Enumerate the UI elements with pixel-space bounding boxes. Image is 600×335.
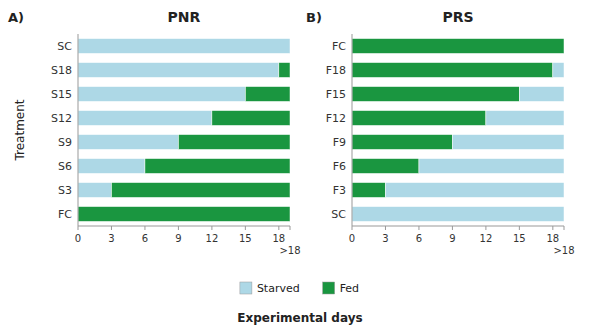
panel-label: A)	[8, 10, 24, 25]
x-tick	[111, 226, 112, 230]
bar	[352, 135, 452, 150]
bar	[352, 63, 553, 78]
x-tick	[144, 226, 145, 230]
bar	[78, 183, 111, 198]
bar	[352, 207, 564, 222]
category-label: FC	[58, 208, 72, 221]
legend: Starved Fed	[240, 282, 359, 295]
x-tick-label: 9	[175, 233, 181, 244]
bar	[78, 111, 212, 126]
x-tick-label: 9	[449, 233, 455, 244]
bar	[352, 111, 486, 126]
x-tick-label: 12	[206, 233, 219, 244]
bar	[78, 159, 145, 174]
y-axis-line	[78, 34, 79, 226]
x-axis-line	[78, 226, 290, 227]
x-tick	[452, 226, 453, 230]
bar	[111, 183, 290, 198]
bar	[385, 183, 564, 198]
x-tick-label: 6	[142, 233, 148, 244]
x-tick-label: 0	[349, 233, 355, 244]
x-tick-label: >18	[553, 245, 574, 256]
x-tick-label: >18	[279, 245, 300, 256]
x-tick-label: 18	[272, 233, 285, 244]
legend-swatch	[240, 282, 252, 294]
category-label: F15	[326, 88, 346, 101]
bar	[78, 135, 178, 150]
x-tick	[78, 226, 79, 230]
bar	[564, 39, 565, 54]
x-tick	[290, 226, 291, 230]
bar	[352, 87, 519, 102]
bar	[178, 135, 290, 150]
category-label: SC	[331, 208, 346, 221]
panel: PRS B) FC F18 F15 F12 F9 F6 F3 SC 0 3 6 9 12 15 18>18	[306, 9, 575, 256]
x-tick	[485, 226, 486, 230]
x-tick	[552, 226, 553, 230]
x-tick	[278, 226, 279, 230]
bar	[352, 183, 385, 198]
category-label: S15	[51, 88, 72, 101]
legend-label: Fed	[340, 282, 359, 295]
bar	[279, 63, 290, 78]
x-tick	[385, 226, 386, 230]
x-tick-label: 15	[513, 233, 526, 244]
bar	[78, 87, 245, 102]
x-tick-label: 18	[546, 233, 559, 244]
x-tick	[519, 226, 520, 230]
category-label: S12	[51, 112, 72, 125]
x-tick	[352, 226, 353, 230]
category-label: S9	[58, 136, 72, 149]
x-tick	[418, 226, 419, 230]
category-label: S3	[58, 184, 72, 197]
x-axis-label: Experimental days	[237, 311, 362, 325]
x-tick	[564, 226, 565, 230]
category-label: S6	[58, 160, 72, 173]
category-label: F18	[326, 64, 346, 77]
bar	[352, 39, 564, 54]
category-label: F9	[333, 136, 346, 149]
x-tick	[178, 226, 179, 230]
bar	[78, 39, 290, 54]
x-tick-label: 6	[416, 233, 422, 244]
x-tick-label: 0	[75, 233, 81, 244]
x-tick	[211, 226, 212, 230]
legend-swatch	[323, 282, 335, 294]
title: PRS	[442, 9, 473, 25]
category-label: FC	[332, 40, 346, 53]
category-label: F12	[326, 112, 346, 125]
bar	[452, 135, 564, 150]
bars	[78, 39, 290, 222]
bar	[486, 111, 564, 126]
y-axis-label: Treatment	[13, 99, 27, 161]
bar	[352, 159, 419, 174]
x-tick	[245, 226, 246, 230]
bar	[212, 111, 290, 126]
panel-label: B)	[306, 10, 322, 25]
x-tick-label: 12	[480, 233, 493, 244]
bar	[245, 87, 290, 102]
bar	[519, 87, 564, 102]
category-label: F3	[333, 184, 346, 197]
category-label: S18	[51, 64, 72, 77]
bar	[78, 63, 279, 78]
legend-label: Starved	[257, 282, 300, 295]
category-label: SC	[57, 40, 72, 53]
x-tick-label: 3	[382, 233, 388, 244]
bar	[145, 159, 290, 174]
x-axis-line	[352, 226, 564, 227]
category-label: F6	[333, 160, 346, 173]
bar	[419, 159, 564, 174]
bar	[78, 207, 290, 222]
x-tick-label: 15	[239, 233, 252, 244]
chart-root: PNRA)SCS18S15S12S9S6S3FC0369121518>18Tre…	[0, 0, 600, 335]
y-axis-line	[352, 34, 353, 226]
panel: PNR A) SC S18 S15 S12 S9 S6 S3 FC 0 3 6 9 12 15 18>18 Tre…	[8, 9, 363, 325]
bar	[553, 63, 564, 78]
title: PNR	[168, 9, 201, 25]
bars	[352, 39, 564, 222]
bar	[290, 39, 291, 54]
x-tick-label: 3	[108, 233, 114, 244]
